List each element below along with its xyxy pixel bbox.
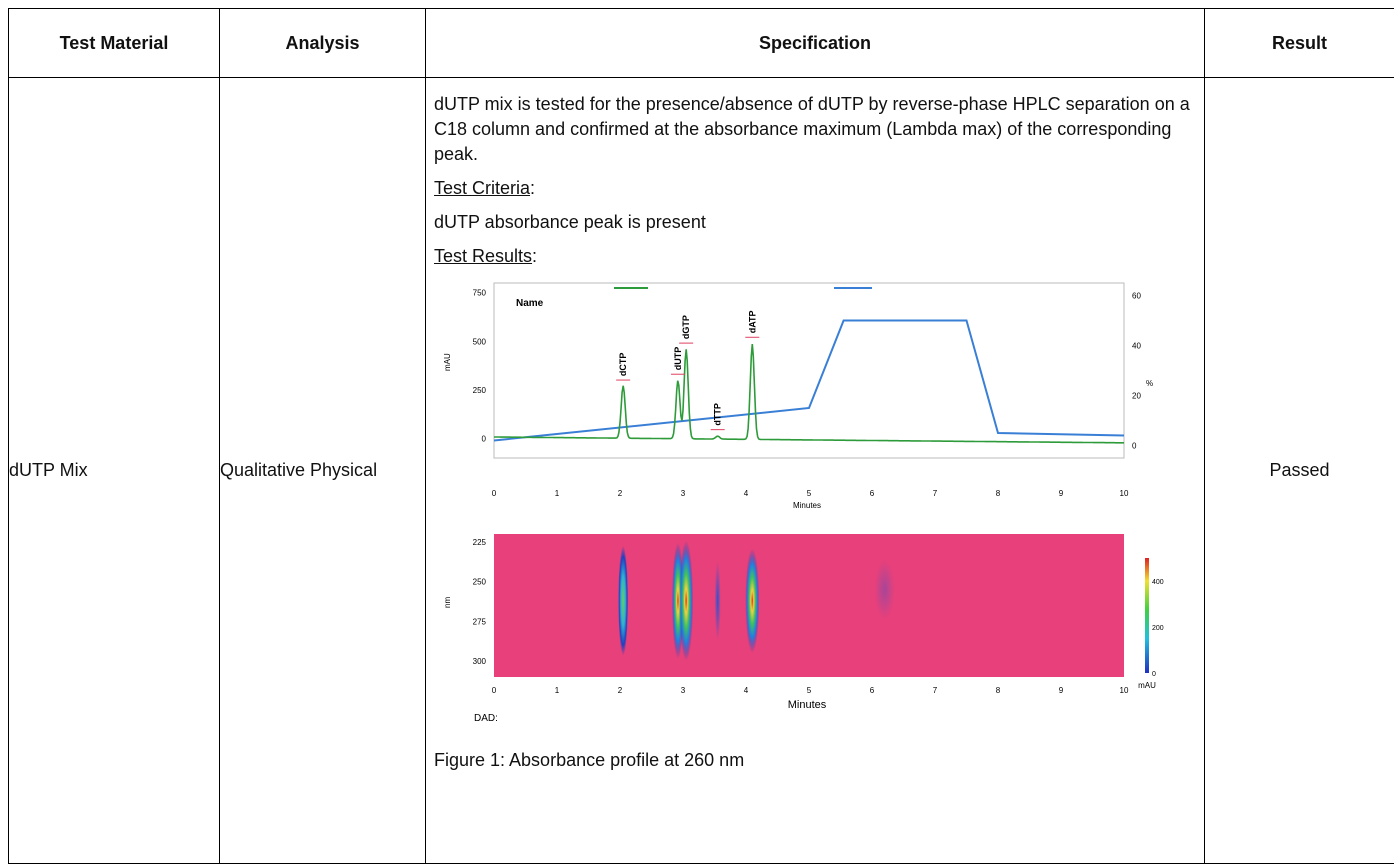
colorbar-tick: 0	[1152, 671, 1156, 678]
criteria-line: Test Criteria:	[434, 178, 536, 198]
y-tick-label: 750	[473, 289, 487, 298]
peak-label: dTTP	[713, 403, 723, 426]
heatmap-y-tick: 275	[473, 617, 487, 626]
gradient-series	[493, 319, 1125, 442]
x-axis-label: Minutes	[793, 501, 821, 510]
criteria-text: dUTP absorbance peak is present	[434, 212, 706, 232]
x-tick-label: 9	[1059, 489, 1064, 498]
heatmap-spot	[874, 559, 895, 620]
heatmap-spot	[745, 548, 760, 653]
heatmap-x-tick: 8	[996, 686, 1001, 695]
header-result: Result	[1204, 8, 1394, 78]
hplc-figure: Name mAU % Minutes 0 1 2 3 4 5 6 7 8 9 10 0 250 500 75…	[434, 278, 1174, 748]
qc-table: Test Material Analysis Specification Res…	[8, 8, 1394, 864]
header-analysis: Analysis	[219, 8, 426, 78]
heatmap-x-label: Minutes	[788, 699, 827, 711]
heatmap-spot	[714, 560, 721, 641]
legend-title: Name	[516, 298, 544, 309]
heatmap-y-tick: 300	[473, 657, 487, 666]
y2-tick-label: 60	[1132, 292, 1141, 301]
x-tick-label: 6	[870, 489, 875, 498]
cell-result: Passed	[1204, 77, 1394, 864]
heatmap-x-tick: 10	[1120, 686, 1129, 695]
heatmap-spot	[618, 545, 629, 656]
y2-tick-label: 40	[1132, 342, 1141, 351]
colorbar-tick: 200	[1152, 625, 1164, 632]
figure-caption: Figure 1: Absorbance profile at 260 nm	[434, 750, 745, 770]
x-tick-label: 1	[555, 489, 560, 498]
x-tick-label: 0	[492, 489, 497, 498]
y2-tick-label: 20	[1132, 392, 1141, 401]
colorbar-label: mAU	[1138, 681, 1156, 690]
x-tick-label: 5	[807, 489, 812, 498]
peak-label: dCTP	[618, 353, 628, 377]
dad-label: DAD:	[474, 713, 498, 724]
y2-axis-label: %	[1146, 379, 1153, 388]
table-row: dUTP Mix Qualitative Physical dUTP mix i…	[8, 77, 1394, 864]
y2-tick-label: 0	[1132, 442, 1137, 451]
results-line: Test Results:	[434, 246, 538, 266]
header-row: Test Material Analysis Specification Res…	[8, 8, 1394, 78]
y-tick-label: 250	[473, 386, 487, 395]
heatmap-axes: 0 1 2 3 4 5 6 7 8 9 10 225 250 275 300	[473, 538, 1129, 695]
y-tick-label: 500	[473, 337, 487, 346]
results-heading: Test Results	[434, 246, 533, 266]
heatmap-x-tick: 7	[933, 686, 938, 695]
x-tick-label: 8	[996, 489, 1001, 498]
heatmap-x-tick: 5	[807, 686, 812, 695]
heatmap-y-label: nm	[443, 597, 452, 608]
header-specification: Specification	[425, 8, 1205, 78]
criteria-heading: Test Criteria	[434, 178, 531, 198]
colorbar	[1145, 558, 1149, 673]
heatmap-x-tick: 6	[870, 686, 875, 695]
x-tick-label: 7	[933, 489, 938, 498]
heatmap-x-tick: 9	[1059, 686, 1064, 695]
heatmap-x-tick: 2	[618, 686, 623, 695]
heatmap-x-tick: 3	[681, 686, 686, 695]
heatmap-x-tick: 0	[492, 686, 497, 695]
heatmap-field	[494, 534, 1124, 677]
cell-specification: dUTP mix is tested for the presence/abse…	[425, 77, 1205, 864]
peak-label: dGTP	[681, 315, 691, 339]
colorbar-tick: 400	[1152, 579, 1164, 586]
y-tick-label: 0	[482, 435, 487, 444]
heatmap-y-tick: 250	[473, 578, 487, 587]
chromatogram-axes: 0 1 2 3 4 5 6 7 8 9 10 0 250 500 750 0 20 40 60	[473, 289, 1142, 498]
peak-labels: dCTP dUTP dGTP dTTP dATP	[616, 310, 760, 431]
x-tick-label: 4	[744, 489, 749, 498]
cell-analysis: Qualitative Physical	[219, 77, 426, 864]
peak-label: dATP	[747, 310, 757, 333]
heatmap-x-tick: 1	[555, 686, 560, 695]
hplc-chart: Name mAU % Minutes 0 1 2 3 4 5 6 7 8 9 10025050075…	[443, 282, 1164, 724]
heatmap-x-tick: 4	[744, 686, 749, 695]
peak-label: dUTP	[673, 347, 683, 371]
x-tick-label: 3	[681, 489, 686, 498]
heatmap-y-tick: 225	[473, 538, 487, 547]
spec-paragraph: dUTP mix is tested for the presence/abse…	[434, 94, 1190, 164]
cell-material: dUTP Mix	[8, 77, 220, 864]
header-test-material: Test Material	[8, 8, 220, 78]
x-tick-label: 10	[1120, 489, 1129, 498]
colorbar-ticks: 0 200 400	[1152, 579, 1164, 678]
y-axis-label: mAU	[443, 353, 452, 371]
heatmap-spots	[618, 540, 895, 661]
x-tick-label: 2	[618, 489, 623, 498]
absorbance-series	[494, 344, 1124, 444]
heatmap-spot	[679, 540, 694, 661]
